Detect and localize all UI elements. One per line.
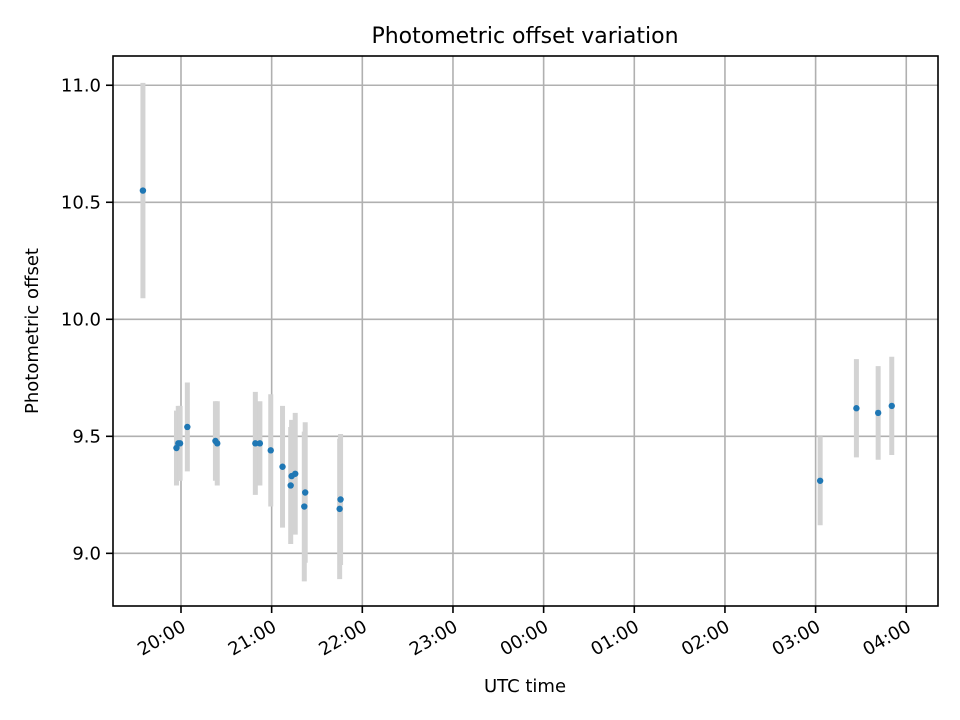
- data-point: [337, 496, 344, 503]
- data-point: [214, 440, 221, 447]
- data-point: [301, 503, 308, 510]
- data-point: [139, 187, 147, 194]
- y-axis-label: Photometric offset: [22, 248, 43, 414]
- chart-title: Photometric offset variation: [371, 24, 678, 49]
- data-point: [816, 477, 824, 484]
- plot-frame: [112, 55, 939, 607]
- y-tick-label: 10.5: [61, 192, 101, 213]
- x-axis-label: UTC time: [484, 676, 566, 697]
- data-points: [139, 187, 895, 513]
- data-point: [279, 463, 286, 470]
- data-point: [252, 440, 259, 447]
- data-point: [336, 505, 343, 513]
- data-point: [888, 402, 895, 410]
- data-point: [256, 440, 264, 447]
- y-axis-ticks: 9.0 9.5 10.0 10.5 11.0: [61, 75, 113, 564]
- grid: [113, 56, 938, 606]
- y-tick-label: 9.0: [72, 543, 101, 564]
- data-point: [853, 405, 860, 412]
- data-point: [184, 423, 191, 431]
- data-point: [292, 470, 299, 477]
- y-tick-label: 11.0: [61, 75, 101, 96]
- data-point: [301, 489, 309, 496]
- y-tick-label: 9.5: [72, 426, 101, 447]
- data-point: [267, 447, 274, 454]
- data-point: [287, 482, 294, 489]
- data-point: [176, 440, 184, 447]
- data-point: [874, 409, 882, 417]
- y-tick-label: 10.0: [61, 309, 101, 330]
